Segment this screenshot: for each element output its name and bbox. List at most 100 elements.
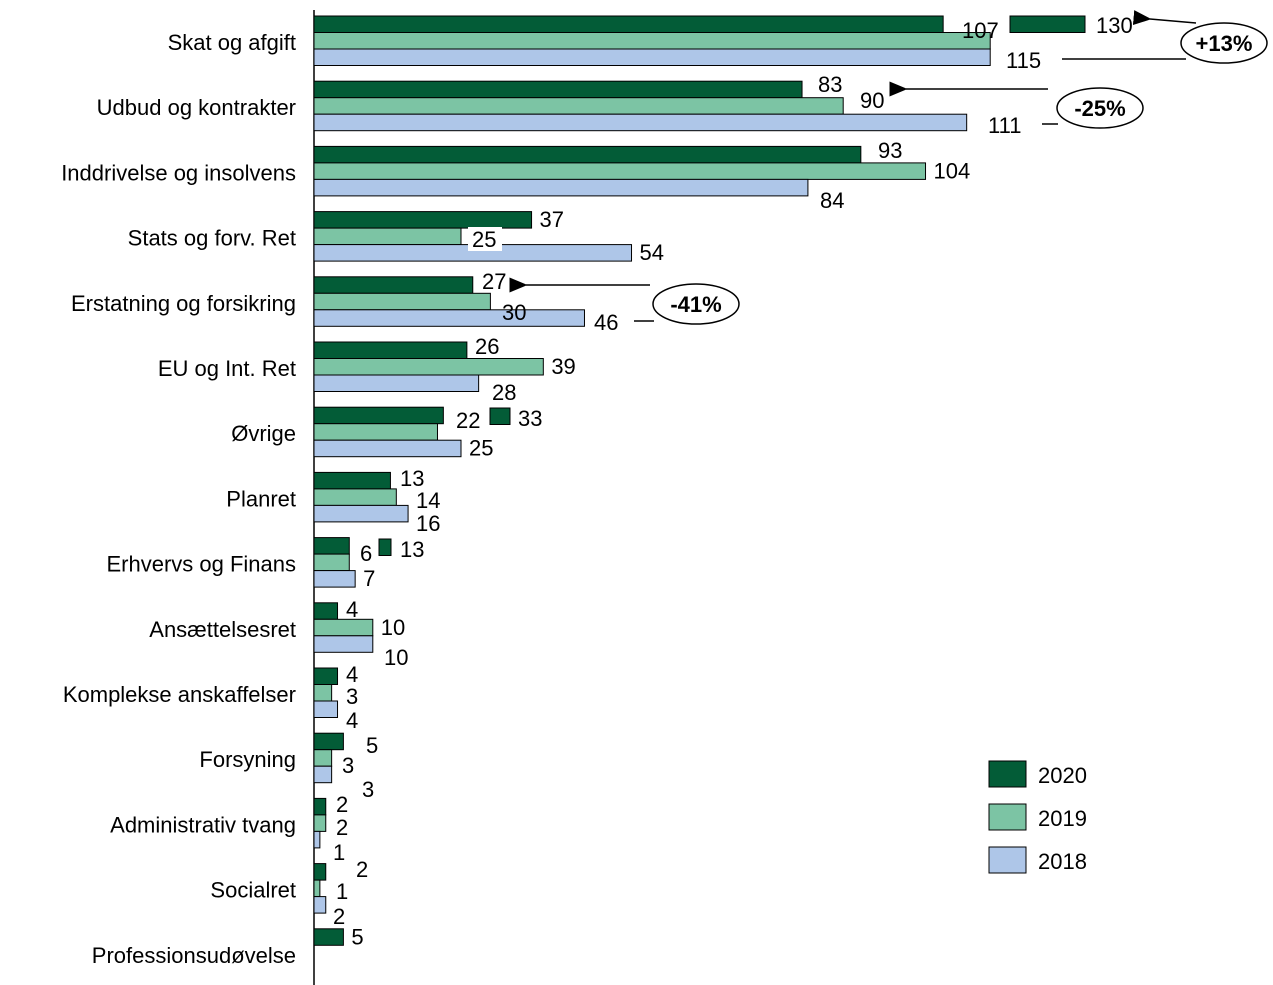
callout-label-skat-og-afgift: +13% [1196,31,1253,56]
bar-2018-erhvervs-og-finans [313,570,356,588]
category-label-skat-og-afgift: Skat og afgift [168,30,296,55]
category-label-øvrige: Øvrige [231,421,296,446]
value-label-2019-planret: 14 [416,488,440,513]
legend-swatch-2018 [988,846,1027,874]
bar-2020-planret [313,471,391,490]
category-label-udbud-og-kontrakter: Udbud og kontrakter [97,95,296,120]
extra-bar-skat-og-afgift [1009,15,1086,33]
bar-2020-forsyning [313,732,344,751]
value-label-2020-erhvervs-og-finans: 6 [360,541,372,566]
bar-2019-erhvervs-og-finans [313,553,350,572]
category-label-eu-og-int-ret: EU og Int. Ret [158,356,296,381]
bar-2019-erstatning-og-forsikring [313,292,491,311]
bar-2019-skat-og-afgift [313,32,991,50]
extra-bar-øvrige [489,407,511,425]
value-label-2019-socialret: 1 [336,879,348,904]
bar-2018-udbud-og-kontrakter [313,113,968,132]
value-label-2019-ansættelsesret: 10 [381,615,405,640]
value-label-2020-forsyning: 5 [366,733,378,758]
value-label-2020-socialret: 2 [356,857,368,882]
value-label-2018-erhvervs-og-finans: 7 [363,566,375,591]
label-bg [468,227,502,251]
bar-2018-inddrivelse-og-insolvens [313,178,809,197]
category-label-erhvervs-og-finans: Erhvervs og Finans [106,552,296,577]
value-label-2020-administrativ-tvang: 2 [336,792,348,817]
bar-2020-erhvervs-og-finans [313,537,350,555]
category-label-professionsudøvelse: Professionsudøvelse [92,943,296,968]
extra-bar-erhvervs-og-finans [378,538,392,556]
bar-2020-professionsudøvelse [313,928,344,946]
bar-2020-socialret [313,863,327,881]
bar-2018-forsyning [313,765,333,784]
value-label-2018-socialret: 2 [333,904,345,929]
callout-arrow-skat-og-afgift [1132,10,1197,26]
value-label-2018-komplekse-anskaffelser: 4 [346,708,358,733]
bar-2018-planret [313,504,409,523]
bar-2020-stats-og-forv-ret [313,211,533,229]
value-label-2020-eu-og-int-ret: 26 [475,334,499,359]
category-label-socialret: Socialret [210,878,296,903]
value-label-2019-erstatning-og-forsikring: 30 [502,300,526,325]
bar-2019-udbud-og-kontrakter [313,97,844,115]
value-label-2019-inddrivelse-og-insolvens: 104 [934,158,971,183]
bar-2020-øvrige [313,406,444,425]
category-label-stats-og-forv-ret: Stats og forv. Ret [128,226,296,251]
value-label-2019-eu-og-int-ret: 39 [551,354,575,379]
bar-2019-administrativ-tvang [313,814,327,832]
callout-label-erstatning-og-forsikring: -41% [670,292,721,317]
bar-2019-stats-og-forv-ret [313,227,462,246]
bar-2018-ansættelsesret [313,635,374,653]
category-label-planret: Planret [226,486,296,511]
callout-ellipse-skat-og-afgift [1180,22,1268,64]
value-label-2019-stats-og-forv-ret: 25 [472,227,496,252]
callout-ellipse-erstatning-og-forsikring [652,283,740,325]
extra-bar-label-skat-og-afgift: 130 [1096,13,1133,38]
value-label-2019-udbud-og-kontrakter: 90 [860,88,884,113]
value-label-2020-planret: 13 [400,466,424,491]
value-label-2018-stats-og-forv-ret: 54 [640,240,664,265]
value-label-2018-erstatning-og-forsikring: 46 [594,310,618,335]
value-label-2018-forsyning: 3 [362,777,374,802]
value-label-2018-administrativ-tvang: 1 [333,840,345,865]
value-label-2018-eu-og-int-ret: 28 [492,380,516,405]
bar-2018-administrativ-tvang [313,830,321,849]
bar-2019-planret [313,488,397,506]
bar-2020-ansættelsesret [313,602,339,620]
legend-swatch-2019 [988,803,1027,831]
category-label-forsyning: Forsyning [199,747,296,772]
bar-2018-øvrige [313,439,462,458]
category-label-erstatning-og-forsikring: Erstatning og forsikring [71,291,296,316]
callout-label-udbud-og-kontrakter: -25% [1074,96,1125,121]
bar-2020-eu-og-int-ret [313,341,468,359]
value-label-2019-komplekse-anskaffelser: 3 [346,684,358,709]
value-label-2019-administrativ-tvang: 2 [336,815,348,840]
bar-2019-socialret [313,879,321,898]
bar-2019-øvrige [313,423,438,441]
value-label-2020-erstatning-og-forsikring: 27 [482,269,506,294]
bar-2019-eu-og-int-ret [313,358,544,376]
bar-2020-administrativ-tvang [313,797,327,816]
value-label-2020-inddrivelse-og-insolvens: 93 [878,138,902,163]
bar-2020-erstatning-og-forsikring [313,276,474,294]
bar-2019-ansættelsesret [313,618,374,637]
bar-2018-skat-og-afgift [313,48,991,66]
bar-2019-inddrivelse-og-insolvens [313,162,927,180]
bar-2020-skat-og-afgift [313,15,944,33]
legend-swatch-2020 [988,760,1027,788]
bars-layer [313,15,1086,946]
extra-bar-label-erhvervs-og-finans: 13 [400,537,424,562]
bar-2018-socialret [313,896,327,914]
category-label-inddrivelse-og-insolvens: Inddrivelse og insolvens [61,160,296,185]
bar-2020-inddrivelse-og-insolvens [313,145,862,164]
legend-label-2019: 2019 [1038,806,1087,831]
bar-2020-udbud-og-kontrakter [313,80,803,99]
bar-2019-forsyning [313,749,333,767]
value-label-2020-professionsudøvelse: 5 [351,924,363,949]
value-label-2018-øvrige: 25 [469,436,493,461]
value-label-2020-komplekse-anskaffelser: 4 [346,662,358,687]
category-label-administrativ-tvang: Administrativ tvang [110,812,296,837]
value-label-2018-ansættelsesret: 10 [384,645,408,670]
value-label-2020-ansættelsesret: 4 [346,597,358,622]
